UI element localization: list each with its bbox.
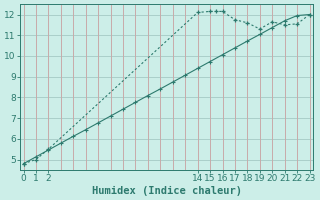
X-axis label: Humidex (Indice chaleur): Humidex (Indice chaleur)	[92, 186, 242, 196]
